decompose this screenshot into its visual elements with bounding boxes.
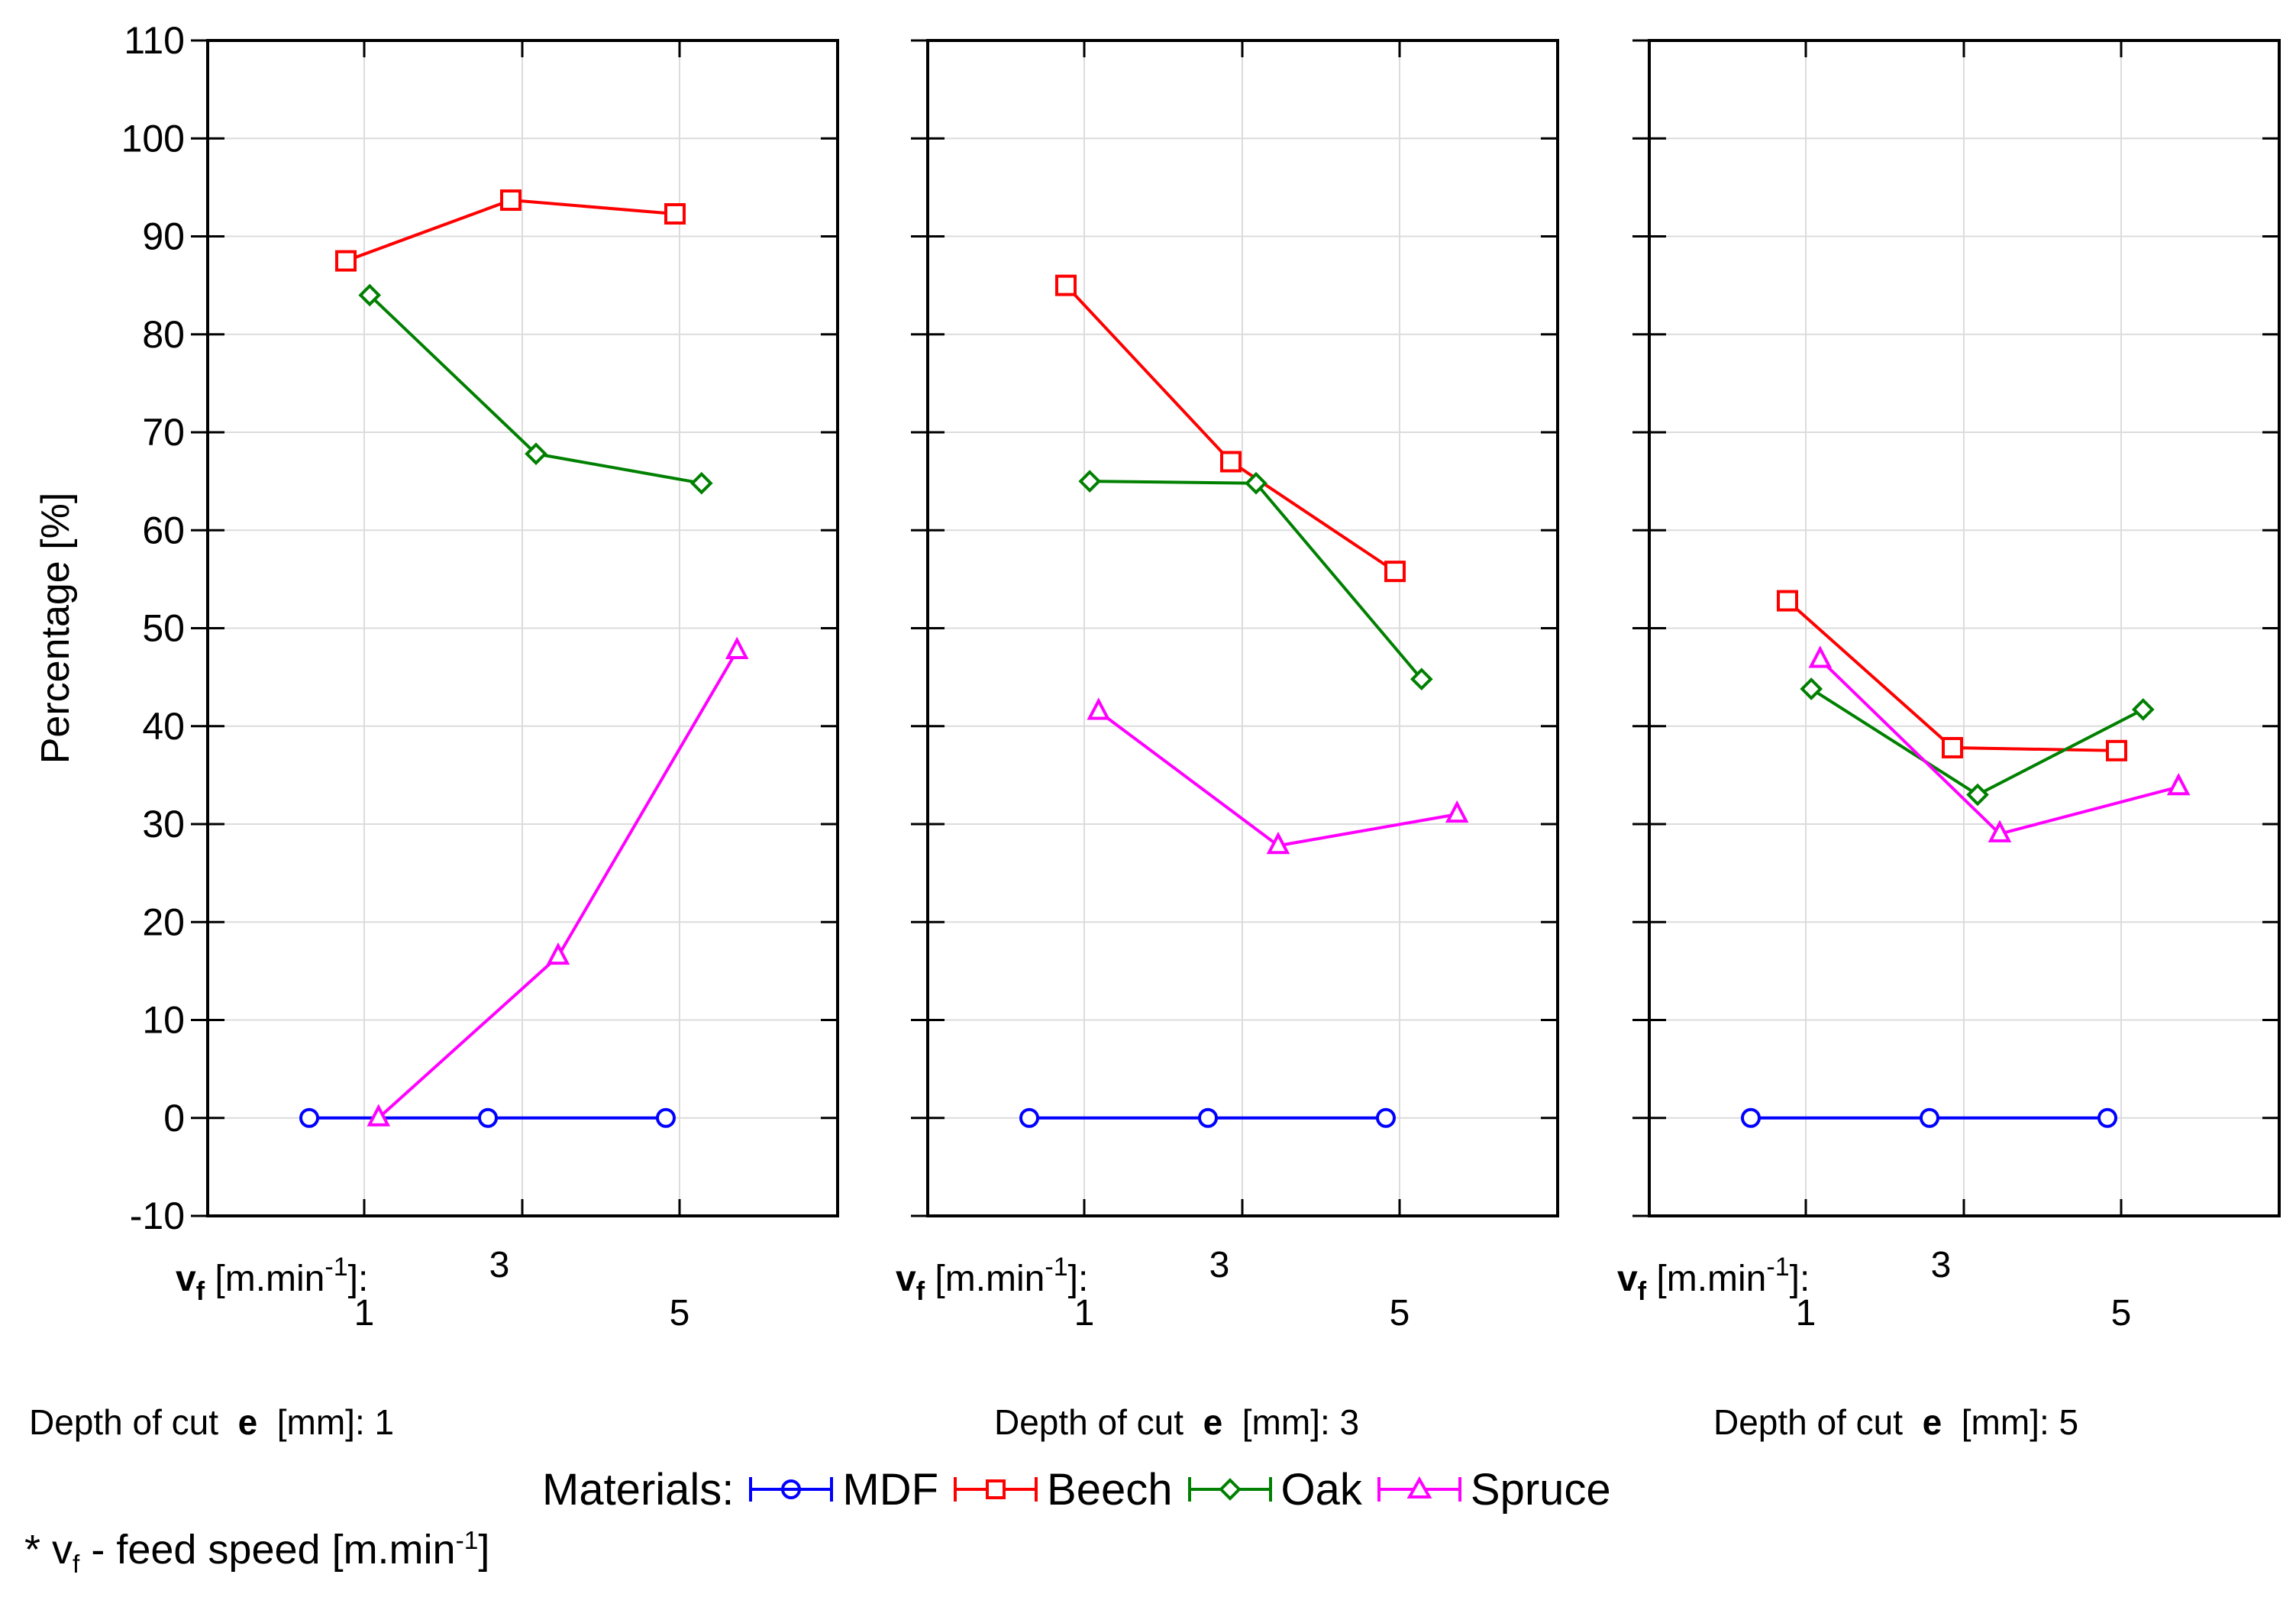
data-point-mdf xyxy=(1741,1107,1761,1128)
data-point-mdf xyxy=(1198,1107,1218,1128)
data-point-spruce xyxy=(1445,800,1469,823)
data-point-oak xyxy=(1800,677,1823,700)
y-tick-label: 100 xyxy=(121,117,185,160)
panel-frame xyxy=(926,39,1559,1217)
x-axis-label: vf [m.min-1]: xyxy=(176,1253,368,1306)
data-point-beech xyxy=(664,203,686,225)
data-point-oak xyxy=(2131,698,2155,721)
data-point-mdf xyxy=(1376,1107,1396,1128)
x-tick-label: 5 xyxy=(1390,1293,1410,1334)
y-tick-label: 80 xyxy=(142,313,185,356)
series-line-spruce xyxy=(1097,710,1458,848)
legend-title: Materials: xyxy=(542,1464,735,1515)
y-tick-label: 30 xyxy=(142,803,185,845)
x-tick-label: 1 xyxy=(1796,1293,1816,1334)
legend-item-oak: Oak xyxy=(1187,1464,1362,1515)
x-tick-label: 5 xyxy=(2111,1293,2132,1334)
panel-3: vf [m.min-1]:1 3 5 xyxy=(1617,39,2281,1334)
data-point-beech xyxy=(1777,590,1798,612)
series-line-spruce xyxy=(377,649,738,1120)
data-point-mdf xyxy=(478,1107,498,1128)
data-point-oak xyxy=(1245,471,1267,495)
y-tick-label: 60 xyxy=(142,509,185,551)
data-point-beech xyxy=(1942,736,1963,758)
data-point-oak xyxy=(1410,668,1433,691)
data-point-oak xyxy=(1966,783,1989,807)
data-point-spruce xyxy=(367,1104,391,1127)
panel-3-depth-label: Depth of cut e [mm]: 5 xyxy=(1713,1402,2079,1442)
legend-circle-marker-icon xyxy=(749,1477,834,1502)
legend-diamond-marker-icon xyxy=(1187,1477,1272,1502)
legend-triangle-marker-icon xyxy=(1377,1476,1461,1502)
data-point-spruce xyxy=(1266,831,1290,855)
legend-item-spruce: Spruce xyxy=(1377,1464,1611,1515)
legend-label-oak: Oak xyxy=(1280,1464,1362,1515)
data-point-beech xyxy=(1220,451,1242,473)
y-axis-label: Percentage [%] xyxy=(34,493,78,765)
data-point-mdf xyxy=(1920,1107,1939,1128)
data-point-oak xyxy=(1078,470,1102,493)
series-line-oak xyxy=(1090,480,1423,681)
legend-item-mdf: MDF xyxy=(749,1464,938,1515)
legend-label-mdf: MDF xyxy=(842,1464,939,1515)
data-point-beech xyxy=(2106,739,2127,761)
legend: Materials: MDF Beech Oak xyxy=(542,1463,1611,1516)
data-point-oak xyxy=(358,283,382,307)
data-point-beech xyxy=(500,189,522,212)
panel-1-depth-label: Depth of cut e [mm]: 1 xyxy=(29,1402,395,1442)
y-tick-label: 20 xyxy=(142,900,185,943)
x-axis-label: vf [m.min-1]: xyxy=(1617,1253,1810,1306)
data-point-beech xyxy=(1384,561,1406,583)
data-point-spruce xyxy=(546,942,570,965)
x-tick-label: 3 xyxy=(1931,1245,1952,1285)
x-tick-label: 1 xyxy=(1074,1293,1095,1334)
footnote: * vf - feed speed [m.min-1] xyxy=(24,1527,490,1579)
x-tick-label: 1 xyxy=(354,1293,375,1334)
y-tick-label: 10 xyxy=(142,999,185,1042)
y-tick-label: -10 xyxy=(130,1195,185,1237)
data-point-spruce xyxy=(1808,645,1833,668)
panel-1: vf [m.min-1]:1 3 5 xyxy=(176,39,839,1334)
y-tick-label: 70 xyxy=(142,411,185,454)
series-line-beech xyxy=(1064,284,1397,573)
x-tick-label: 5 xyxy=(670,1293,690,1334)
data-point-oak xyxy=(525,442,547,466)
data-point-mdf xyxy=(2097,1107,2117,1128)
data-point-oak xyxy=(689,471,713,495)
panel-2-depth-label: Depth of cut e [mm]: 3 xyxy=(994,1402,1360,1442)
panel-frame xyxy=(1648,39,2281,1217)
data-point-spruce xyxy=(1988,820,2012,842)
legend-square-marker-icon xyxy=(954,1477,1038,1502)
x-axis-label: vf [m.min-1]: xyxy=(896,1253,1088,1306)
data-point-mdf xyxy=(299,1107,319,1128)
y-tick-label: 50 xyxy=(142,607,185,650)
legend-label-beech: Beech xyxy=(1047,1464,1173,1515)
legend-item-beech: Beech xyxy=(954,1464,1173,1515)
data-point-beech xyxy=(335,250,357,272)
y-tick-label: 110 xyxy=(124,19,185,62)
y-tick-label: 90 xyxy=(142,215,185,258)
data-point-spruce xyxy=(725,636,749,659)
data-point-beech xyxy=(1055,274,1077,296)
x-tick-label: 3 xyxy=(1209,1245,1230,1285)
legend-label-spruce: Spruce xyxy=(1470,1464,1611,1515)
data-point-spruce xyxy=(1087,697,1111,720)
data-point-mdf xyxy=(1019,1107,1039,1128)
data-point-spruce xyxy=(2166,772,2191,796)
y-tick-label: 0 xyxy=(163,1097,185,1140)
x-tick-label: 3 xyxy=(489,1245,510,1285)
y-tick-label: 40 xyxy=(142,705,185,748)
data-point-mdf xyxy=(656,1107,676,1128)
panel-2: vf [m.min-1]:1 3 5 xyxy=(896,39,1559,1334)
panel-frame xyxy=(206,39,839,1217)
series-line-oak xyxy=(1810,687,2144,797)
